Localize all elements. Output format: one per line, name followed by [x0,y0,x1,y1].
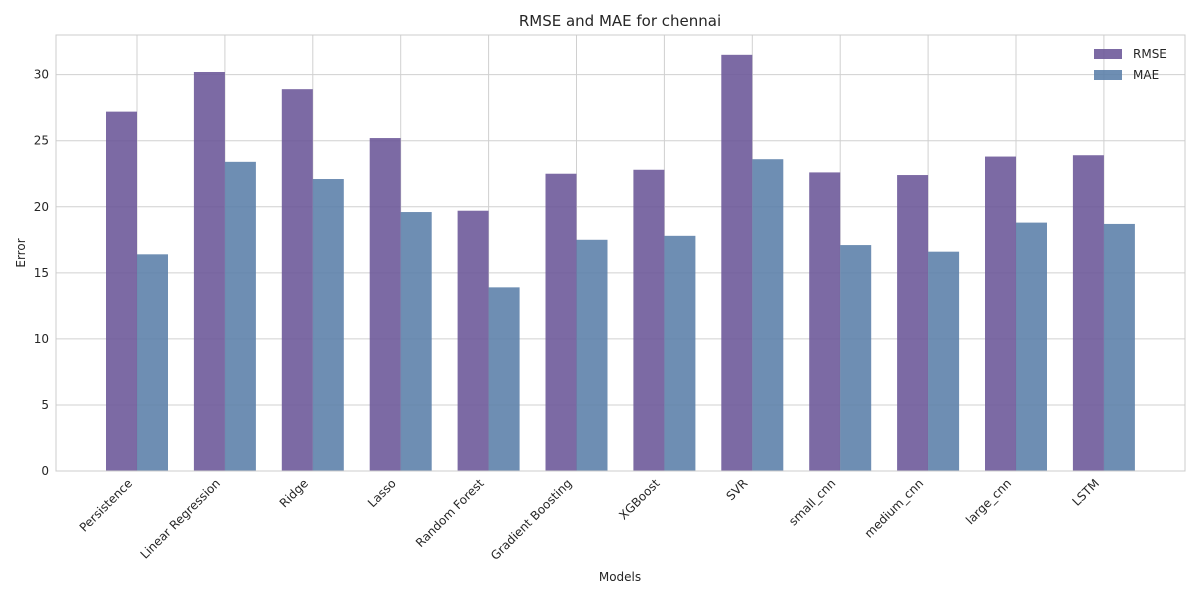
y-tick-label: 20 [34,200,49,214]
y-axis-label: Error [14,238,28,267]
bar-rmse [106,111,137,471]
y-tick-label: 10 [34,332,49,346]
bar-rmse [457,210,489,472]
x-axis-label: Models [599,570,641,584]
bar-rmse [721,54,753,472]
bar-rmse [281,89,313,471]
bar-mae [1103,223,1135,471]
bar-mae [928,251,960,471]
bar-rmse [545,173,577,471]
bar-rmse [193,71,225,471]
bar-mae [488,287,520,471]
chart-title: RMSE and MAE for chennai [519,12,721,30]
y-tick-label: 30 [34,68,49,82]
bar-layer [106,54,1135,472]
bar-mae [752,159,784,471]
bar-mae [664,235,696,471]
legend-swatch-rmse [1094,49,1122,59]
bar-rmse [369,138,401,471]
legend-label-mae: MAE [1133,68,1159,82]
bar-mae [1016,222,1047,471]
y-tick-label: 25 [34,134,49,148]
legend-swatch-mae [1094,70,1122,80]
bar-rmse [1072,155,1104,472]
bar-rmse [809,172,841,471]
bar-rmse [897,175,929,472]
y-tick-label: 0 [41,464,49,478]
bar-rmse [985,156,1016,471]
bar-mae [312,179,344,471]
bar-mae [400,212,432,471]
y-tick-label: 15 [34,266,49,280]
y-tick-label: 5 [41,398,49,412]
legend-label-rmse: RMSE [1133,47,1167,61]
legend: RMSE MAE [1094,47,1167,82]
bar-mae [224,161,256,471]
plot-frame [55,34,1186,472]
bar-mae [137,254,168,471]
bar-mae [840,245,872,471]
bar-rmse [633,169,665,471]
bar-mae [576,239,608,471]
